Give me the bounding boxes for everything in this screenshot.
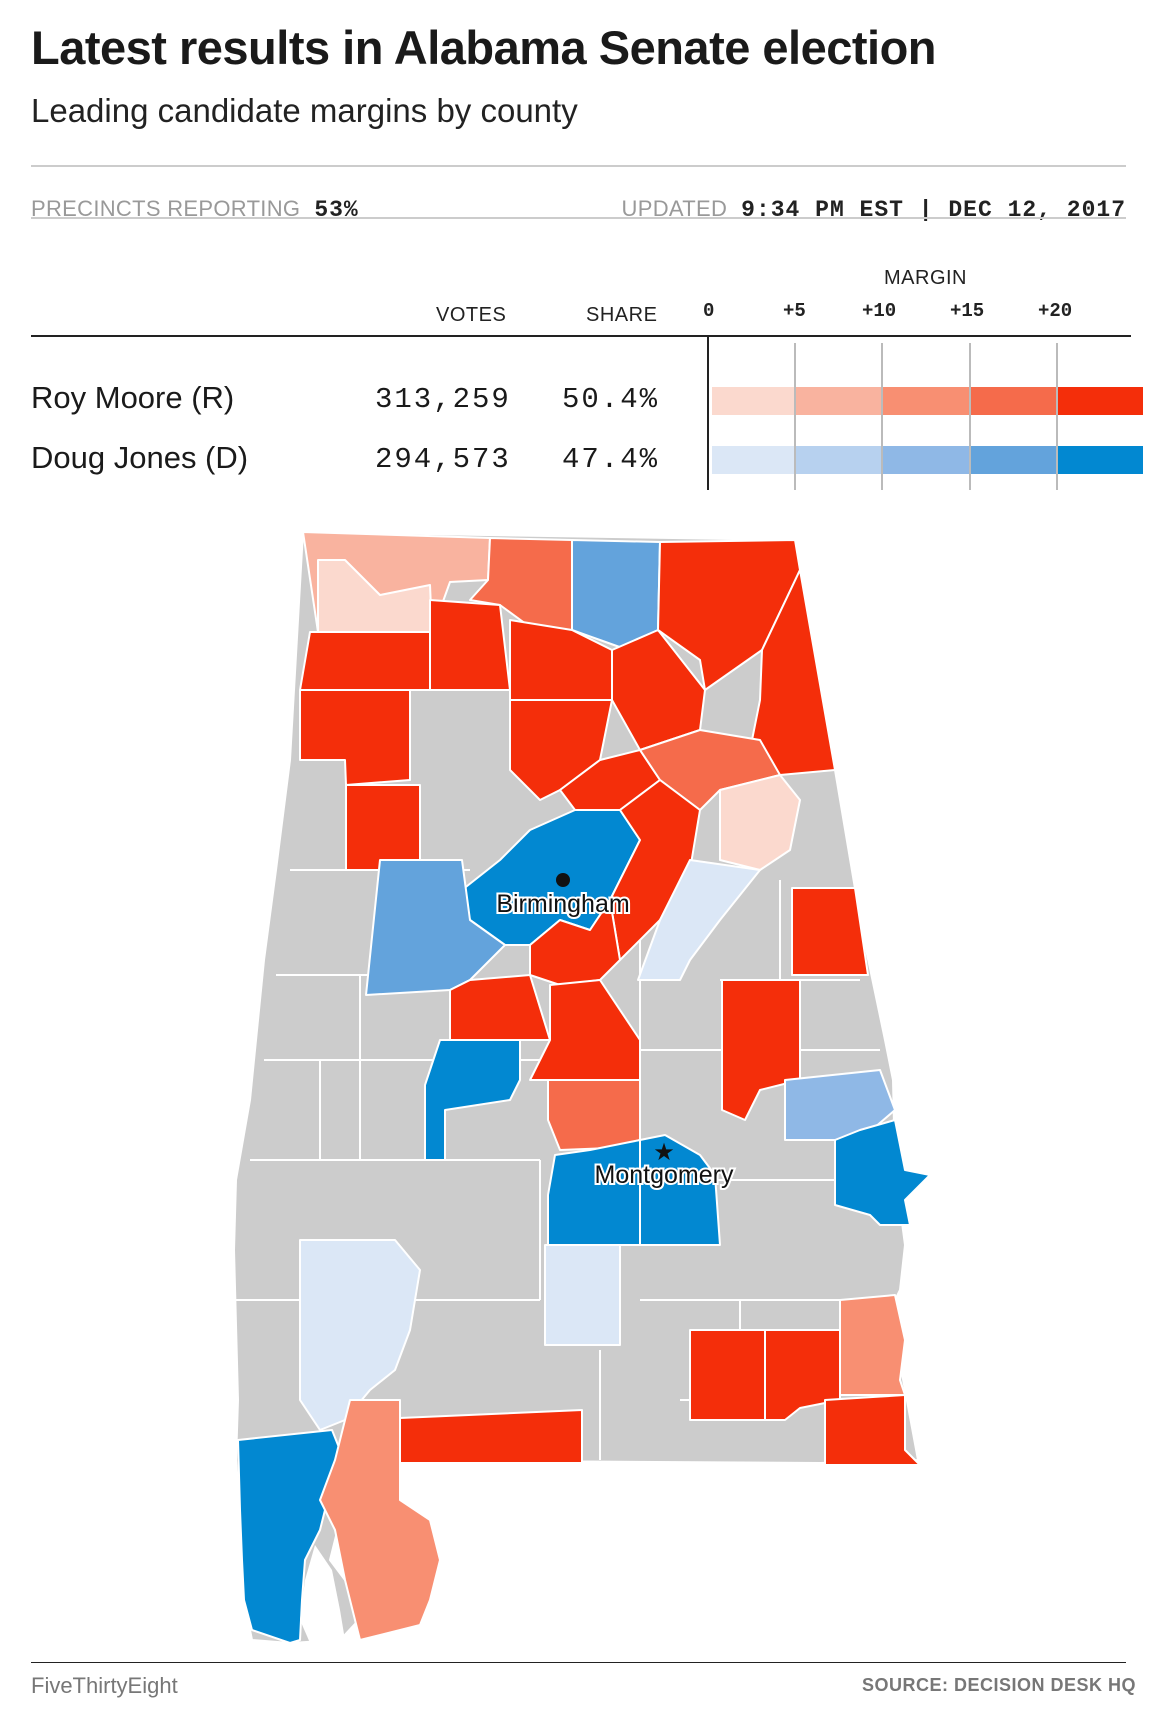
montgomery-label: Montgomery xyxy=(595,1161,734,1189)
county-pike xyxy=(689,1329,766,1421)
divider-bottom xyxy=(31,217,1126,219)
source-credit: SOURCE: DECISION DESK HQ xyxy=(861,1675,1136,1695)
margin-swatch-jones-0 xyxy=(712,446,795,474)
candidate-share-jones: 47.4% xyxy=(562,443,660,476)
margin-swatch-moore-3 xyxy=(970,387,1057,415)
county-shelby xyxy=(529,899,621,986)
county-cherokee xyxy=(719,774,801,871)
county-dallas xyxy=(547,1139,641,1246)
county-houston xyxy=(824,1394,921,1466)
precincts-label: PRECINCTS REPORTING xyxy=(31,196,301,221)
margin-swatch-jones-2 xyxy=(882,446,970,474)
margin-swatch-moore-0 xyxy=(712,387,795,415)
margin-tick-5: +5 xyxy=(783,300,806,322)
margin-tick-15: +15 xyxy=(950,300,985,322)
divider-top xyxy=(31,165,1126,167)
margin-gridlines xyxy=(794,343,1058,490)
candidate-name-jones: Doug Jones (D) xyxy=(31,440,249,475)
footer-rule xyxy=(31,1662,1126,1663)
county-marion xyxy=(345,784,421,871)
votes-column-header: VOTES xyxy=(436,304,507,326)
county-clay xyxy=(721,979,801,1121)
margin-tick-10: +10 xyxy=(862,300,897,322)
margin-swatch-jones-3 xyxy=(970,446,1057,474)
margin-scale-moore xyxy=(712,387,1143,415)
table-header-rule xyxy=(31,335,1131,337)
county-tuscaloosa xyxy=(365,859,506,996)
candidate-votes-moore: 313,259 xyxy=(375,383,511,416)
county-clarke xyxy=(299,1239,421,1431)
county-autauga xyxy=(547,1079,641,1151)
margin-tick-0: 0 xyxy=(703,300,715,322)
county-wilcox xyxy=(544,1244,621,1346)
margin-swatch-jones-1 xyxy=(795,446,882,474)
county-barbour xyxy=(764,1329,841,1421)
margin-tick-20: +20 xyxy=(1038,300,1073,322)
candidate-share-moore: 50.4% xyxy=(562,383,660,416)
county-russell xyxy=(839,1294,906,1396)
candidate-votes-jones: 294,573 xyxy=(375,443,511,476)
county-lee xyxy=(834,1119,931,1226)
updated-label: UPDATED xyxy=(621,196,728,221)
county-jackson xyxy=(657,539,801,691)
montgomery-star-icon: ★ xyxy=(653,1138,675,1166)
county-lawrence xyxy=(429,599,511,691)
margin-swatch-jones-4 xyxy=(1057,446,1143,474)
margin-column-header: MARGIN xyxy=(884,267,967,289)
margin-swatch-moore-1 xyxy=(795,387,882,415)
county-cleburne xyxy=(791,887,869,976)
birmingham-label: Birmingham xyxy=(496,890,629,918)
county-calhoun xyxy=(637,859,761,981)
county-covington xyxy=(399,1409,583,1464)
margin-swatch-moore-2 xyxy=(882,387,970,415)
county-baldwin xyxy=(319,1399,441,1641)
county-hale xyxy=(424,1039,521,1161)
brand-logo: FiveThirtyEight xyxy=(31,1673,178,1698)
margin-swatch-moore-4 xyxy=(1057,387,1143,415)
candidate-name-moore: Roy Moore (R) xyxy=(31,380,235,415)
margin-scale xyxy=(707,335,1143,490)
share-column-header: SHARE xyxy=(586,304,658,326)
birmingham-marker xyxy=(556,873,570,887)
county-montgomery xyxy=(639,1134,721,1246)
margin-scale-jones xyxy=(712,446,1143,474)
page-subtitle: Leading candidate margins by county xyxy=(31,92,578,129)
county-madison xyxy=(571,539,661,651)
mobile-bay xyxy=(300,1545,345,1643)
county-colbert xyxy=(299,631,431,691)
page-title: Latest results in Alabama Senate electio… xyxy=(31,21,937,74)
